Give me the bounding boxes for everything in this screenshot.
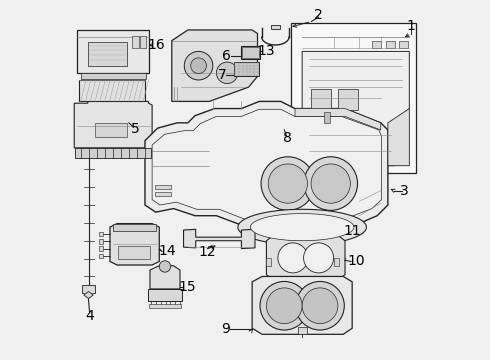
- Bar: [267, 257, 270, 266]
- Polygon shape: [145, 102, 388, 234]
- Text: 13: 13: [258, 44, 275, 58]
- Polygon shape: [152, 109, 381, 225]
- Circle shape: [267, 288, 302, 324]
- Circle shape: [304, 243, 334, 273]
- Circle shape: [278, 243, 308, 273]
- Circle shape: [311, 164, 350, 203]
- Text: 5: 5: [131, 122, 140, 136]
- Text: 16: 16: [147, 38, 165, 52]
- Text: 1: 1: [407, 19, 416, 33]
- Circle shape: [302, 288, 338, 324]
- Text: 9: 9: [221, 322, 230, 336]
- Bar: [323, 112, 330, 123]
- Polygon shape: [74, 102, 152, 148]
- Bar: [334, 257, 339, 266]
- Bar: [140, 36, 146, 48]
- Circle shape: [184, 51, 213, 80]
- Bar: [241, 46, 260, 59]
- Bar: [77, 30, 148, 73]
- Polygon shape: [295, 109, 381, 130]
- Polygon shape: [184, 229, 255, 249]
- Bar: [99, 232, 103, 237]
- Bar: [79, 80, 145, 102]
- Bar: [311, 89, 331, 111]
- Bar: [148, 289, 182, 301]
- Polygon shape: [75, 148, 151, 158]
- Bar: [242, 47, 259, 58]
- Polygon shape: [250, 213, 354, 241]
- Text: 3: 3: [399, 184, 408, 198]
- Bar: [113, 224, 156, 231]
- Polygon shape: [150, 266, 180, 289]
- Bar: [81, 73, 146, 79]
- Circle shape: [217, 62, 238, 84]
- Text: 2: 2: [314, 8, 323, 22]
- Bar: [82, 285, 95, 293]
- Polygon shape: [84, 292, 93, 298]
- Text: 11: 11: [343, 224, 361, 238]
- Bar: [386, 41, 395, 48]
- Circle shape: [261, 157, 315, 210]
- Polygon shape: [302, 51, 409, 166]
- Circle shape: [159, 261, 171, 272]
- Polygon shape: [292, 23, 416, 173]
- Text: 15: 15: [178, 280, 196, 294]
- Text: 12: 12: [198, 245, 216, 259]
- Polygon shape: [172, 30, 258, 102]
- Text: 8: 8: [283, 131, 293, 145]
- Circle shape: [191, 58, 206, 73]
- Bar: [118, 246, 150, 259]
- Text: 10: 10: [347, 255, 365, 269]
- Bar: [298, 327, 307, 334]
- Text: 14: 14: [158, 244, 176, 258]
- Bar: [271, 25, 280, 29]
- Circle shape: [260, 282, 309, 330]
- Polygon shape: [110, 224, 159, 265]
- Bar: [99, 239, 103, 244]
- Bar: [372, 41, 381, 48]
- Bar: [99, 247, 103, 251]
- Bar: [155, 185, 171, 189]
- Circle shape: [268, 164, 308, 203]
- Bar: [88, 42, 127, 66]
- Circle shape: [296, 282, 344, 330]
- Polygon shape: [267, 235, 345, 280]
- Bar: [149, 304, 181, 308]
- Text: 6: 6: [222, 49, 231, 63]
- Bar: [399, 41, 408, 48]
- Bar: [155, 192, 171, 196]
- Polygon shape: [238, 209, 367, 245]
- Polygon shape: [388, 109, 409, 166]
- Text: 7: 7: [218, 68, 226, 82]
- Bar: [99, 253, 103, 258]
- Text: 4: 4: [85, 310, 94, 323]
- Bar: [234, 62, 259, 76]
- Bar: [338, 89, 358, 111]
- Circle shape: [304, 157, 358, 210]
- Polygon shape: [252, 276, 352, 334]
- Bar: [95, 123, 127, 137]
- Bar: [132, 36, 139, 48]
